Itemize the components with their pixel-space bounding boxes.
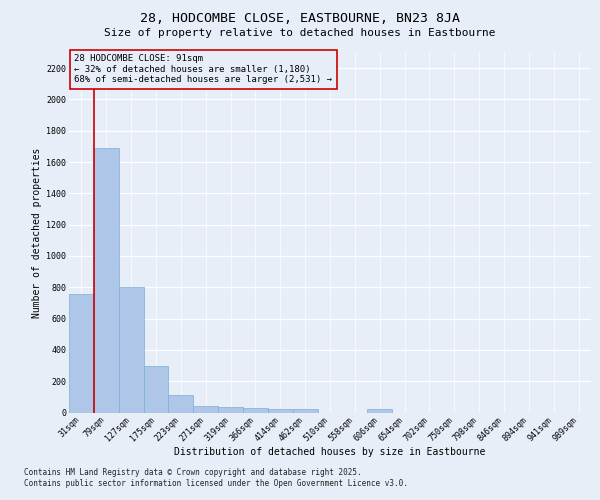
Bar xyxy=(169,396,193,412)
Text: Contains HM Land Registry data © Crown copyright and database right 2025.
Contai: Contains HM Land Registry data © Crown c… xyxy=(24,468,408,487)
Bar xyxy=(268,410,293,412)
Text: Size of property relative to detached houses in Eastbourne: Size of property relative to detached ho… xyxy=(104,28,496,38)
Bar xyxy=(193,406,218,412)
Text: 28, HODCOMBE CLOSE, EASTBOURNE, BN23 8JA: 28, HODCOMBE CLOSE, EASTBOURNE, BN23 8JA xyxy=(140,12,460,26)
Text: 28 HODCOMBE CLOSE: 91sqm
← 32% of detached houses are smaller (1,180)
68% of sem: 28 HODCOMBE CLOSE: 91sqm ← 32% of detach… xyxy=(74,54,332,84)
Bar xyxy=(367,410,392,412)
Bar xyxy=(293,410,317,412)
Bar xyxy=(119,288,143,412)
Bar xyxy=(143,366,169,412)
Bar xyxy=(243,408,268,412)
Bar xyxy=(218,407,243,412)
Y-axis label: Number of detached properties: Number of detached properties xyxy=(32,148,42,318)
Bar xyxy=(94,148,119,412)
Bar xyxy=(69,294,94,412)
X-axis label: Distribution of detached houses by size in Eastbourne: Distribution of detached houses by size … xyxy=(175,447,485,457)
